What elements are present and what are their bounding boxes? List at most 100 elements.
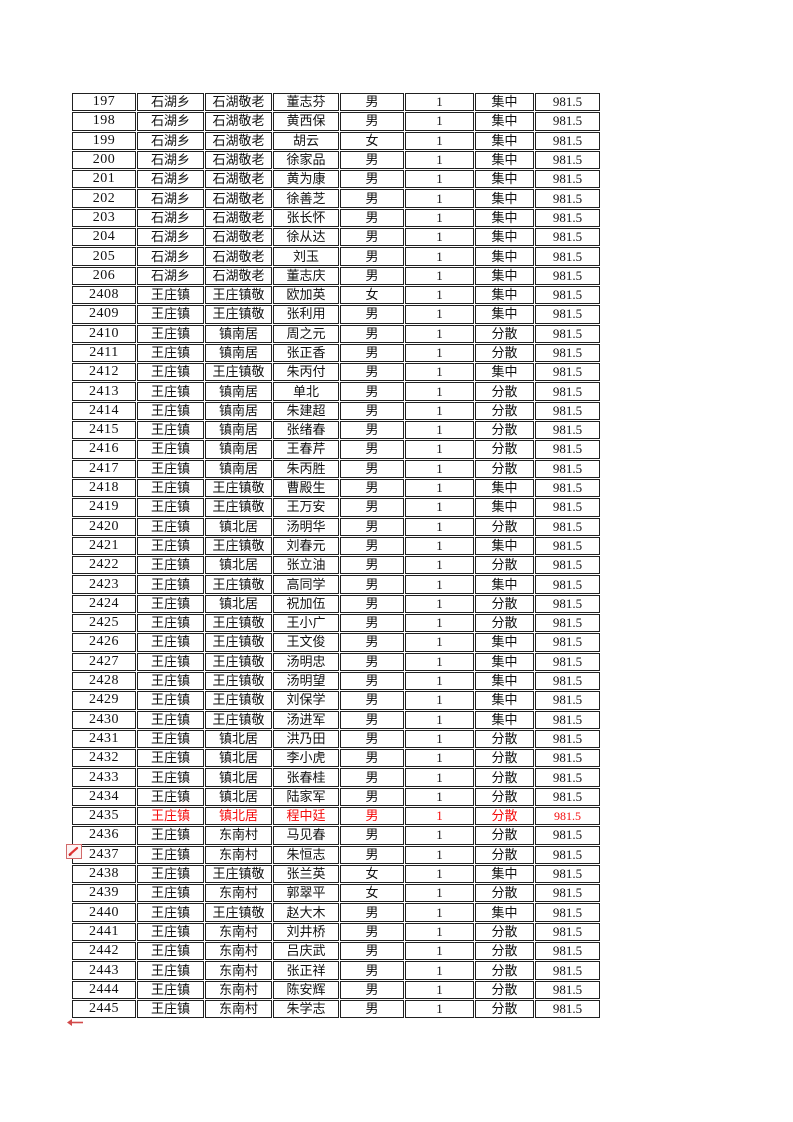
cell-township: 王庄镇 xyxy=(137,691,204,710)
pension-roster-table: 197 石湖乡 石湖敬老 董志芬 男 1 集中 981.5 198 石湖乡 石湖… xyxy=(71,92,601,1019)
cell-gender: 男 xyxy=(340,382,404,401)
cell-township: 王庄镇 xyxy=(137,575,204,594)
table-row: 2443 王庄镇 东南村 张正祥 男 1 分散 981.5 xyxy=(72,961,600,980)
cell-amount: 981.5 xyxy=(535,614,600,633)
cell-name: 朱学志 xyxy=(273,999,339,1019)
table-row: 2426 王庄镇 王庄镇敬 王文俊 男 1 集中 981.5 xyxy=(72,633,600,652)
cell-amount: 981.5 xyxy=(535,903,600,922)
cell-name: 胡云 xyxy=(273,131,339,150)
cell-id: 198 xyxy=(72,112,136,131)
cell-count: 1 xyxy=(405,112,474,131)
cell-gender: 女 xyxy=(340,884,404,903)
cell-count: 1 xyxy=(405,999,474,1019)
cell-name: 赵大木 xyxy=(273,903,339,922)
cell-township: 王庄镇 xyxy=(137,845,204,864)
cell-count: 1 xyxy=(405,478,474,498)
cell-name: 欧加英 xyxy=(273,285,339,305)
cell-id: 2417 xyxy=(72,459,136,478)
cell-name: 汤进军 xyxy=(273,710,339,729)
cell-village: 镇北居 xyxy=(205,556,272,575)
cell-mode: 集中 xyxy=(475,170,534,189)
cell-village: 东南村 xyxy=(205,942,272,961)
cell-village: 王庄镇敬 xyxy=(205,671,272,691)
cell-amount: 981.5 xyxy=(535,633,600,652)
cell-id: 199 xyxy=(72,131,136,150)
table-row: 2432 王庄镇 镇北居 李小虎 男 1 分散 981.5 xyxy=(72,749,600,768)
cell-count: 1 xyxy=(405,285,474,305)
cell-count: 1 xyxy=(405,729,474,749)
cell-count: 1 xyxy=(405,536,474,556)
cell-mode: 分散 xyxy=(475,324,534,343)
cell-village: 王庄镇敬 xyxy=(205,285,272,305)
table-row: 2411 王庄镇 镇南居 张正香 男 1 分散 981.5 xyxy=(72,343,600,363)
cell-count: 1 xyxy=(405,498,474,517)
cell-mode: 集中 xyxy=(475,305,534,324)
cell-name: 黄为康 xyxy=(273,170,339,189)
cell-gender: 男 xyxy=(340,845,404,864)
cell-count: 1 xyxy=(405,633,474,652)
cell-count: 1 xyxy=(405,266,474,285)
cell-mode: 分散 xyxy=(475,729,534,749)
cell-amount: 981.5 xyxy=(535,575,600,594)
cell-count: 1 xyxy=(405,131,474,150)
cell-gender: 男 xyxy=(340,922,404,942)
cell-id: 2445 xyxy=(72,999,136,1019)
cell-name: 曹殿生 xyxy=(273,478,339,498)
cell-township: 王庄镇 xyxy=(137,749,204,768)
cell-mode: 分散 xyxy=(475,942,534,961)
cell-township: 石湖乡 xyxy=(137,112,204,131)
cell-mode: 集中 xyxy=(475,671,534,691)
cell-amount: 981.5 xyxy=(535,382,600,401)
cell-amount: 981.5 xyxy=(535,421,600,440)
cell-id: 2441 xyxy=(72,922,136,942)
cell-village: 石湖敬老 xyxy=(205,93,272,112)
cell-amount: 981.5 xyxy=(535,749,600,768)
cell-amount: 981.5 xyxy=(535,324,600,343)
cell-id: 2416 xyxy=(72,440,136,459)
cell-village: 镇南居 xyxy=(205,324,272,343)
cell-amount: 981.5 xyxy=(535,440,600,459)
table-row: 2429 王庄镇 王庄镇敬 刘保学 男 1 集中 981.5 xyxy=(72,691,600,710)
cell-gender: 男 xyxy=(340,93,404,112)
cell-township: 王庄镇 xyxy=(137,614,204,633)
cell-village: 镇北居 xyxy=(205,787,272,806)
cell-name: 黄西保 xyxy=(273,112,339,131)
cell-mode: 集中 xyxy=(475,228,534,247)
cell-id: 2410 xyxy=(72,324,136,343)
cell-township: 石湖乡 xyxy=(137,228,204,247)
table-row: 2438 王庄镇 王庄镇敬 张兰英 女 1 集中 981.5 xyxy=(72,864,600,884)
cell-name: 朱建超 xyxy=(273,401,339,421)
table-row: 2419 王庄镇 王庄镇敬 王万安 男 1 集中 981.5 xyxy=(72,498,600,517)
cell-gender: 男 xyxy=(340,112,404,131)
cell-township: 王庄镇 xyxy=(137,768,204,787)
cell-township: 石湖乡 xyxy=(137,189,204,208)
cell-id: 2418 xyxy=(72,478,136,498)
cell-gender: 男 xyxy=(340,768,404,787)
cell-amount: 981.5 xyxy=(535,305,600,324)
table-row: 2425 王庄镇 王庄镇敬 王小广 男 1 分散 981.5 xyxy=(72,614,600,633)
cell-gender: 男 xyxy=(340,459,404,478)
cell-township: 王庄镇 xyxy=(137,961,204,980)
cell-village: 镇南居 xyxy=(205,382,272,401)
cell-id: 2430 xyxy=(72,710,136,729)
cell-gender: 男 xyxy=(340,594,404,614)
cell-gender: 男 xyxy=(340,170,404,189)
table-row: 2421 王庄镇 王庄镇敬 刘春元 男 1 集中 981.5 xyxy=(72,536,600,556)
cell-village: 王庄镇敬 xyxy=(205,575,272,594)
cell-amount: 981.5 xyxy=(535,652,600,671)
cell-gender: 男 xyxy=(340,749,404,768)
cell-count: 1 xyxy=(405,170,474,189)
cell-count: 1 xyxy=(405,826,474,845)
cell-amount: 981.5 xyxy=(535,401,600,421)
cell-name: 朱恒志 xyxy=(273,845,339,864)
cell-count: 1 xyxy=(405,710,474,729)
cell-gender: 男 xyxy=(340,999,404,1019)
cell-gender: 男 xyxy=(340,324,404,343)
cell-gender: 男 xyxy=(340,536,404,556)
cell-count: 1 xyxy=(405,150,474,170)
cell-id: 2427 xyxy=(72,652,136,671)
cell-count: 1 xyxy=(405,691,474,710)
cell-name: 张绪春 xyxy=(273,421,339,440)
cell-gender: 男 xyxy=(340,189,404,208)
cell-township: 石湖乡 xyxy=(137,170,204,189)
